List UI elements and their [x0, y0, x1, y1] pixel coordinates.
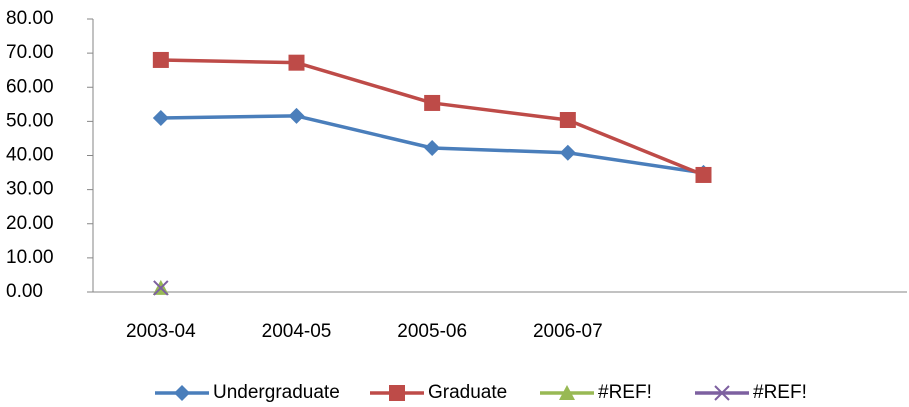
x-tick-label: 2004-05 — [262, 321, 332, 342]
y-tick-label: 40.00 — [6, 145, 54, 166]
legend-label: Graduate — [428, 382, 507, 403]
y-tick-label: 80.00 — [6, 8, 54, 29]
data-point — [288, 107, 305, 124]
legend-label: #REF! — [753, 382, 807, 403]
data-point — [153, 280, 169, 296]
legend-marker — [714, 385, 730, 401]
data-point — [152, 109, 169, 126]
x-tick-label: 2003-04 — [126, 321, 196, 342]
data-point — [424, 94, 441, 111]
legend-marker — [389, 385, 405, 401]
x-tick-label: 2005-06 — [397, 321, 467, 342]
data-point — [288, 54, 305, 71]
y-tick-label: 20.00 — [6, 213, 54, 234]
legend-label: #REF! — [598, 382, 652, 403]
legend-marker — [174, 385, 190, 401]
data-point — [695, 166, 712, 183]
data-point — [424, 139, 441, 156]
y-tick-label: 70.00 — [6, 42, 54, 63]
y-tick-label: 30.00 — [6, 179, 54, 200]
legend-label: Undergraduate — [213, 382, 340, 403]
data-point — [152, 51, 169, 68]
y-tick-label: 50.00 — [6, 110, 54, 131]
y-tick-label: 10.00 — [6, 247, 54, 268]
legend-marker — [559, 385, 575, 400]
y-tick-label: 60.00 — [6, 76, 54, 97]
data-point — [559, 112, 576, 129]
y-tick-label: 0.00 — [6, 281, 43, 302]
data-point — [559, 144, 576, 161]
x-tick-label: 2006-07 — [533, 321, 603, 342]
